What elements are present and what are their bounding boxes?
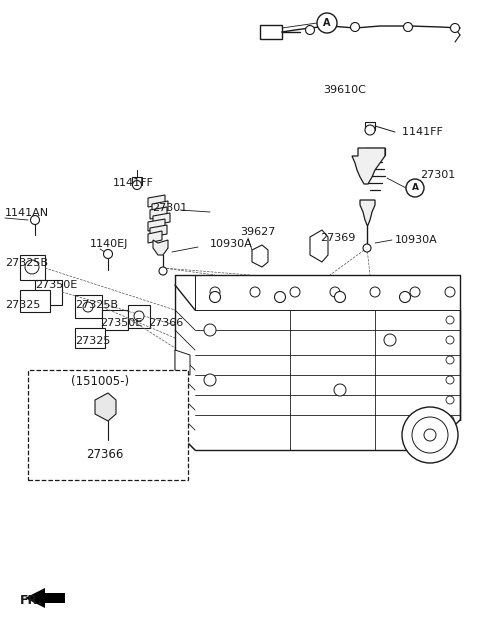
Polygon shape bbox=[252, 245, 268, 267]
Text: FR.: FR. bbox=[20, 593, 43, 607]
Circle shape bbox=[446, 336, 454, 344]
Circle shape bbox=[83, 302, 93, 312]
Circle shape bbox=[204, 324, 216, 336]
Circle shape bbox=[134, 311, 144, 321]
Circle shape bbox=[330, 287, 340, 297]
Circle shape bbox=[445, 287, 455, 297]
Polygon shape bbox=[360, 200, 375, 225]
Circle shape bbox=[335, 292, 346, 302]
FancyBboxPatch shape bbox=[20, 290, 50, 312]
FancyBboxPatch shape bbox=[75, 328, 105, 348]
Text: 27325B: 27325B bbox=[5, 258, 48, 268]
Circle shape bbox=[104, 249, 112, 258]
Polygon shape bbox=[95, 393, 116, 421]
Text: 1141FF: 1141FF bbox=[113, 178, 154, 188]
Circle shape bbox=[25, 260, 39, 274]
Polygon shape bbox=[75, 295, 102, 318]
Text: 10930A: 10930A bbox=[395, 235, 438, 245]
Polygon shape bbox=[150, 225, 167, 237]
Text: A: A bbox=[411, 183, 419, 193]
Circle shape bbox=[132, 181, 142, 190]
FancyBboxPatch shape bbox=[28, 370, 188, 480]
Polygon shape bbox=[35, 280, 62, 305]
Circle shape bbox=[399, 292, 410, 302]
Polygon shape bbox=[152, 201, 168, 213]
Circle shape bbox=[406, 179, 424, 197]
Circle shape bbox=[404, 23, 412, 32]
Circle shape bbox=[275, 292, 286, 302]
Circle shape bbox=[446, 316, 454, 324]
Text: 27301: 27301 bbox=[152, 203, 187, 213]
Circle shape bbox=[446, 416, 454, 424]
Text: 27350E: 27350E bbox=[35, 280, 77, 290]
Polygon shape bbox=[20, 255, 45, 280]
Text: A: A bbox=[323, 18, 331, 28]
Circle shape bbox=[384, 334, 396, 346]
Polygon shape bbox=[102, 310, 128, 330]
Circle shape bbox=[31, 215, 39, 224]
Polygon shape bbox=[153, 240, 168, 255]
Circle shape bbox=[365, 125, 375, 135]
FancyBboxPatch shape bbox=[365, 122, 375, 130]
FancyBboxPatch shape bbox=[132, 177, 142, 185]
Circle shape bbox=[334, 384, 346, 396]
Circle shape bbox=[210, 287, 220, 297]
Text: 1141FF: 1141FF bbox=[395, 127, 443, 137]
Circle shape bbox=[290, 287, 300, 297]
Circle shape bbox=[363, 244, 371, 252]
Circle shape bbox=[305, 25, 314, 35]
Circle shape bbox=[410, 287, 420, 297]
Polygon shape bbox=[310, 230, 328, 262]
Circle shape bbox=[209, 292, 220, 302]
Circle shape bbox=[317, 13, 337, 33]
Circle shape bbox=[350, 23, 360, 32]
Text: 27350E: 27350E bbox=[100, 318, 142, 328]
Polygon shape bbox=[148, 195, 165, 207]
Polygon shape bbox=[128, 305, 150, 328]
FancyBboxPatch shape bbox=[260, 25, 282, 39]
Circle shape bbox=[446, 396, 454, 404]
Text: 27369: 27369 bbox=[320, 233, 355, 243]
Text: 27325: 27325 bbox=[75, 336, 110, 346]
Circle shape bbox=[250, 287, 260, 297]
Text: 1140EJ: 1140EJ bbox=[90, 239, 128, 249]
Polygon shape bbox=[352, 148, 385, 184]
Text: 27366: 27366 bbox=[148, 318, 183, 328]
Text: 10930A: 10930A bbox=[210, 239, 253, 249]
Polygon shape bbox=[153, 213, 170, 225]
Polygon shape bbox=[148, 219, 165, 231]
Text: 27325B: 27325B bbox=[75, 300, 118, 310]
Circle shape bbox=[412, 417, 448, 453]
Circle shape bbox=[159, 267, 167, 275]
Circle shape bbox=[446, 376, 454, 384]
Polygon shape bbox=[175, 350, 190, 375]
Circle shape bbox=[402, 407, 458, 463]
Text: 27325: 27325 bbox=[5, 300, 40, 310]
Polygon shape bbox=[25, 588, 65, 608]
Circle shape bbox=[424, 429, 436, 441]
Circle shape bbox=[446, 356, 454, 364]
Text: 27366: 27366 bbox=[86, 449, 124, 462]
Text: 39610C: 39610C bbox=[324, 85, 366, 95]
Circle shape bbox=[451, 23, 459, 33]
Circle shape bbox=[370, 287, 380, 297]
Text: 27301: 27301 bbox=[420, 170, 455, 180]
Text: 1141AN: 1141AN bbox=[5, 208, 49, 218]
Text: 39627: 39627 bbox=[240, 227, 276, 237]
Text: (151005-): (151005-) bbox=[71, 375, 129, 389]
Polygon shape bbox=[150, 207, 167, 219]
Circle shape bbox=[204, 374, 216, 386]
Polygon shape bbox=[148, 231, 162, 243]
